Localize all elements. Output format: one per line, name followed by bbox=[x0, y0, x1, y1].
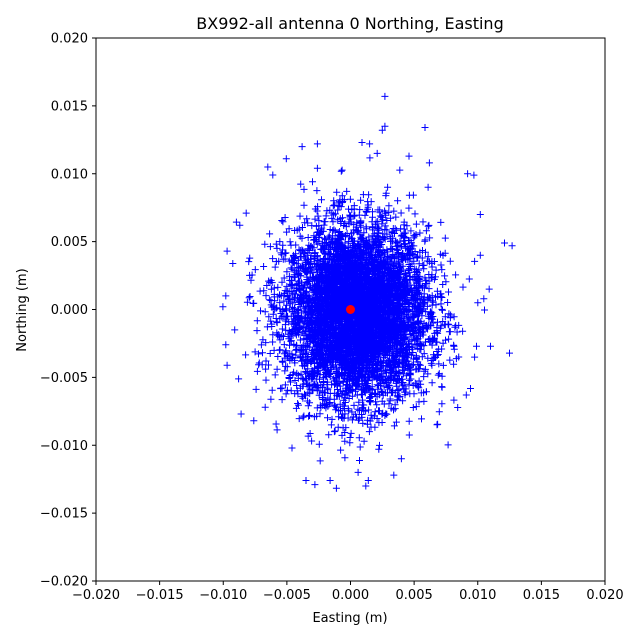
x-tick-label: 0.000 bbox=[332, 588, 369, 603]
y-tick-label: 0.015 bbox=[51, 99, 88, 114]
x-axis-ticks: −0.020 −0.015 −0.010 −0.005 0.000 0.005 0.010 0… bbox=[72, 581, 624, 603]
y-tick-label: −0.015 bbox=[40, 507, 88, 522]
y-axis-label: Northing (m) bbox=[15, 268, 30, 351]
y-tick-label: 0.005 bbox=[51, 235, 88, 250]
x-tick-label: −0.010 bbox=[199, 588, 247, 603]
center-layer bbox=[346, 305, 355, 314]
x-axis-label: Easting (m) bbox=[312, 611, 387, 626]
x-tick-label: 0.015 bbox=[523, 588, 560, 603]
chart-title: BX992-all antenna 0 Northing, Easting bbox=[196, 14, 503, 33]
x-tick-label: 0.020 bbox=[586, 588, 623, 603]
y-tick-label: 0.010 bbox=[51, 167, 88, 182]
center-point bbox=[346, 305, 355, 314]
y-tick-label: −0.010 bbox=[40, 439, 88, 454]
y-tick-label: 0.000 bbox=[51, 303, 88, 318]
x-tick-label: −0.005 bbox=[263, 588, 311, 603]
y-axis-ticks: −0.020 −0.015 −0.010 −0.005 0.000 0.005 0.010 0… bbox=[40, 32, 96, 590]
x-tick-label: −0.020 bbox=[72, 588, 120, 603]
y-tick-label: −0.005 bbox=[40, 371, 88, 386]
y-tick-label: 0.020 bbox=[51, 32, 88, 47]
x-tick-label: −0.015 bbox=[136, 588, 184, 603]
x-tick-label: 0.005 bbox=[396, 588, 433, 603]
points-layer bbox=[219, 92, 516, 492]
x-tick-label: 0.010 bbox=[459, 588, 496, 603]
y-tick-label: −0.020 bbox=[40, 575, 88, 590]
scatter-series-points bbox=[219, 92, 516, 492]
